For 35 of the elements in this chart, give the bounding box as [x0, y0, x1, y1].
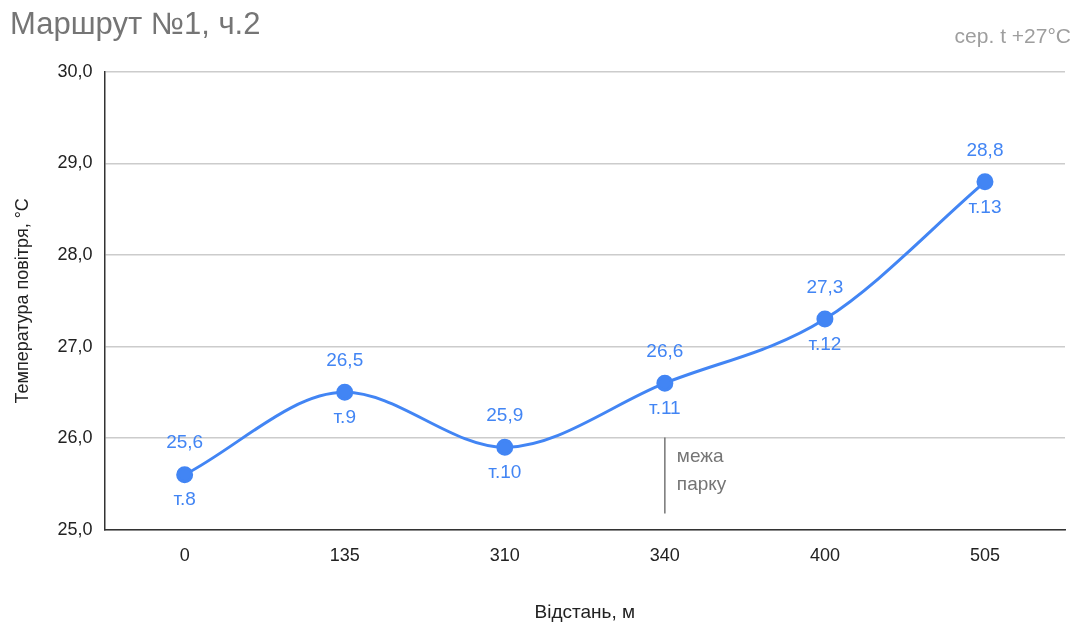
x-tick-label: 135	[329, 545, 360, 566]
x-tick-label: 310	[489, 545, 520, 566]
data-label: 26,6	[646, 339, 684, 361]
point	[816, 310, 834, 328]
chart-subtitle: сер. t +27°C	[954, 24, 1071, 48]
data-label: 25,6	[166, 431, 204, 453]
x-tick-label: 400	[809, 545, 840, 566]
annotation: т.13	[968, 195, 1002, 217]
point	[656, 374, 674, 392]
x-axis-title: Відстань, м	[534, 600, 636, 622]
x-tick-label: 505	[969, 545, 1000, 566]
point	[176, 466, 194, 484]
y-tick-label: 25,0	[57, 518, 93, 539]
ref-line-label: межа парку	[676, 445, 727, 495]
x-tick-label: 0	[179, 545, 190, 566]
annotation: т.10	[488, 460, 522, 482]
y-axis-title: Температура повітря, °C	[11, 198, 32, 404]
y-tick-label: 27,0	[57, 335, 93, 356]
x-tick-label: 340	[649, 545, 680, 566]
y-tick-label: 30,0	[57, 60, 93, 81]
y-tick-label: 28,0	[57, 244, 93, 265]
data-label: 27,3	[806, 275, 844, 297]
point	[976, 173, 994, 191]
annotation: т.12	[808, 332, 842, 354]
y-tick-label: 26,0	[57, 427, 93, 448]
data-label: 28,8	[966, 138, 1004, 160]
point	[336, 383, 354, 401]
annotation: т.8	[173, 488, 196, 510]
data-label: 25,9	[486, 403, 524, 425]
y-tick-label: 29,0	[57, 152, 93, 173]
data-label: 26,5	[326, 349, 364, 371]
annotation: т.9	[333, 406, 356, 428]
point	[496, 438, 514, 456]
chart-title: Маршрут №1, ч.2	[10, 6, 261, 42]
annotation: т.11	[649, 396, 681, 418]
